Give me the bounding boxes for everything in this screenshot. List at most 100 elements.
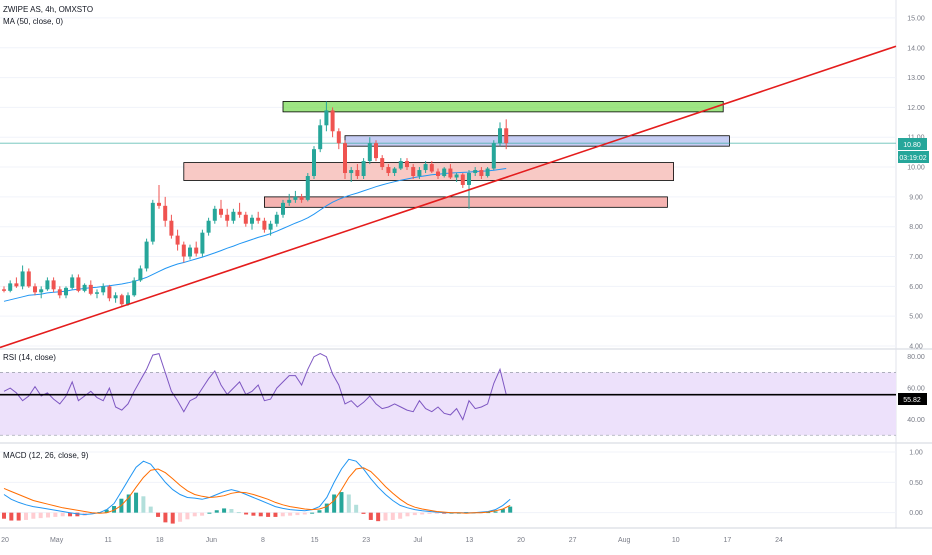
candle-body	[343, 143, 347, 174]
candle-body	[398, 161, 403, 169]
macd-histogram-bar	[324, 503, 329, 513]
macd-histogram-bar	[178, 512, 183, 522]
price-tick-label: 12.00	[907, 105, 925, 112]
candle-body	[491, 143, 496, 169]
macd-histogram-bar	[383, 512, 388, 521]
candle-body	[107, 286, 112, 299]
candle-body	[14, 283, 19, 287]
macd-histogram-bar	[192, 512, 197, 517]
candle-body	[200, 232, 205, 254]
macd-histogram-bar	[68, 512, 73, 517]
candle-body	[262, 220, 267, 230]
macd-histogram-bar	[170, 512, 175, 524]
macd-histogram-bar	[244, 512, 249, 515]
macd-histogram-bar	[339, 492, 344, 513]
candle-body	[175, 235, 180, 245]
rsi-panel[interactable]: 80.00 60.00 40.00	[0, 353, 925, 436]
candle-body	[70, 277, 75, 288]
last-price-label: 10.80	[903, 142, 921, 149]
candle-body	[405, 161, 409, 168]
macd-histogram-bar	[251, 512, 256, 516]
price-tick-label: 10.00	[907, 165, 925, 172]
macd-histogram-bar	[222, 508, 227, 513]
rsi-tick-label: 80.00	[907, 354, 925, 361]
candle-body	[355, 170, 360, 176]
candle-body	[460, 174, 465, 185]
candle-body	[380, 158, 385, 168]
panel-separators	[0, 0, 932, 529]
candle-body	[20, 271, 25, 287]
macd-histogram-bar	[288, 512, 293, 516]
price-tick-label: 13.00	[907, 75, 925, 82]
macd-histogram-bar	[427, 512, 432, 514]
candle-body	[119, 295, 124, 305]
macd-histogram-bar	[361, 512, 366, 514]
candle-body	[39, 289, 44, 293]
macd-histogram-bar	[376, 512, 381, 522]
macd-histogram-bar	[332, 494, 337, 513]
macd-histogram-bar	[310, 512, 315, 514]
candle-body	[374, 143, 378, 159]
candle-body	[318, 125, 323, 150]
x-tick-label: 20	[517, 537, 525, 544]
macd-histogram-bar	[368, 512, 373, 520]
macd-histogram-bar	[148, 506, 153, 513]
candle-body	[188, 247, 192, 257]
macd-histogram-bar	[60, 512, 65, 517]
macd-histogram-bar	[354, 504, 359, 513]
macd-histogram-bar	[112, 506, 117, 513]
macd-histogram-bar	[280, 512, 285, 517]
macd-histogram-bar	[493, 511, 498, 513]
candle-body	[330, 110, 335, 132]
candle-body	[274, 214, 279, 224]
macd-histogram-bar	[236, 512, 241, 514]
candle-body	[45, 280, 50, 290]
macd-tick-label: 1.00	[909, 450, 923, 457]
macd-histogram-bar	[302, 512, 307, 515]
macd-panel[interactable]: 1.00 0.50 0.00	[0, 450, 923, 524]
candle-body	[442, 168, 447, 176]
x-tick-label: 18	[156, 537, 164, 544]
macd-histogram-bar	[200, 512, 205, 516]
candle-body	[2, 289, 6, 291]
candle-body	[485, 168, 490, 176]
candle-body	[138, 268, 143, 281]
price-tick-label: 9.00	[909, 194, 923, 201]
macd-histogram-bar	[398, 512, 403, 519]
macd-histogram-bar	[46, 512, 51, 518]
macd-histogram-bar	[126, 494, 131, 513]
candle-body	[361, 161, 366, 176]
macd-histogram-bar	[412, 512, 417, 516]
candle-body	[417, 170, 422, 176]
x-tick-label: 11	[105, 537, 112, 544]
macd-histogram-bar	[141, 496, 146, 513]
candle-body	[429, 164, 434, 172]
candle-body	[281, 202, 285, 215]
candle-body	[225, 214, 230, 221]
candle-body	[132, 280, 137, 296]
x-tick-label: Jun	[206, 537, 217, 544]
x-tick-label: Aug	[618, 537, 631, 544]
macd-histogram-bar	[207, 512, 212, 514]
rsi-tick-label: 40.00	[907, 417, 925, 424]
price-panel[interactable]: 15.0014.0013.0012.0011.0010.009.008.007.…	[0, 15, 925, 351]
macd-histogram-bar	[214, 510, 219, 513]
candle-body	[293, 196, 298, 200]
macd-histogram-bar	[266, 512, 271, 517]
candle-body	[33, 286, 37, 293]
candle-body	[237, 211, 242, 215]
macd-histogram-bar	[75, 512, 80, 517]
x-tick-label: May	[50, 537, 64, 544]
macd-histogram-bar	[90, 512, 95, 514]
x-tick-label: 15	[311, 537, 319, 544]
candle-body	[126, 295, 130, 305]
x-tick-label: 24	[775, 537, 783, 544]
candle-body	[212, 208, 217, 221]
candle-body	[367, 143, 372, 162]
support-trendline	[0, 45, 897, 349]
macd-histogram-bar	[229, 509, 234, 513]
candle-body	[219, 208, 223, 215]
last-price-badge	[898, 138, 927, 150]
